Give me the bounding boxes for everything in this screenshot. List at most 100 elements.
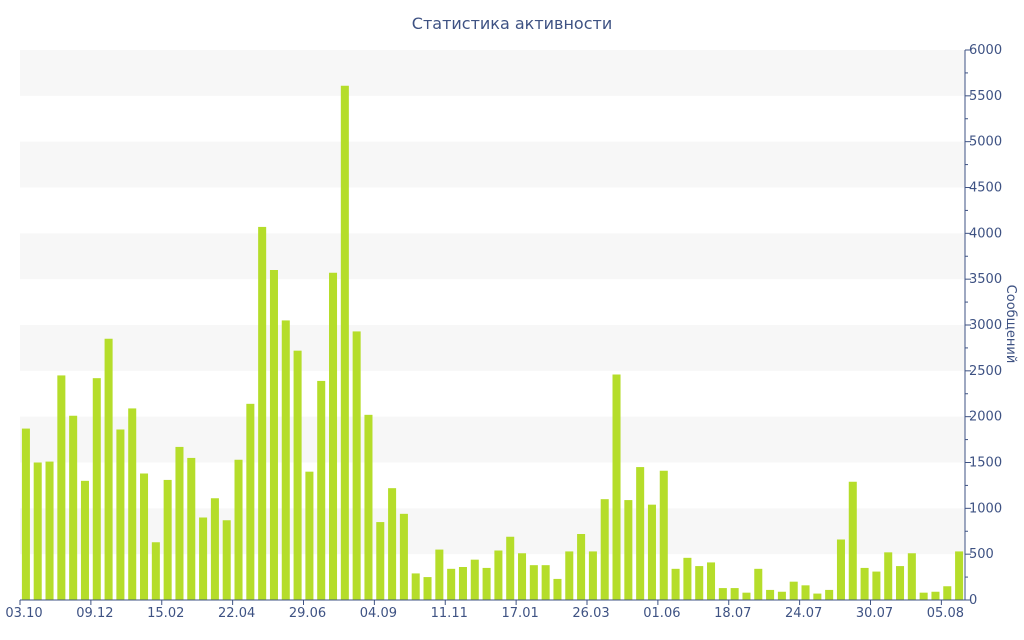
- bar: [647, 504, 656, 600]
- x-tick-label: 15.02: [147, 606, 184, 621]
- bar: [411, 573, 420, 600]
- x-tick-label: 22.04: [218, 606, 255, 621]
- bar: [163, 479, 172, 600]
- bar: [140, 473, 149, 600]
- bar: [931, 591, 940, 600]
- grid-band: [20, 416, 965, 463]
- bar: [695, 566, 704, 600]
- bar: [305, 471, 314, 600]
- y-tick-label: 5000: [969, 135, 1002, 150]
- bar: [494, 550, 503, 600]
- bar: [742, 592, 751, 600]
- bar: [281, 320, 290, 600]
- bar: [364, 414, 373, 600]
- grid-band: [20, 325, 965, 371]
- x-tick-label: 05.08: [927, 606, 964, 621]
- bar: [825, 589, 834, 600]
- bar: [730, 588, 739, 600]
- x-tick-label: 24.07: [785, 606, 822, 621]
- bar: [399, 513, 408, 600]
- bar: [588, 551, 597, 600]
- x-tick-label: 03.10: [5, 606, 42, 621]
- y-tick-label: 0: [969, 593, 977, 608]
- bar: [600, 499, 609, 600]
- bar: [884, 552, 893, 600]
- bar: [860, 567, 869, 600]
- grid-band: [20, 233, 965, 280]
- bar: [329, 272, 338, 600]
- bar: [470, 559, 479, 600]
- x-tick-label: 17.01: [502, 606, 539, 621]
- bar: [116, 429, 125, 600]
- bar: [458, 567, 467, 600]
- bar: [57, 375, 66, 600]
- bar: [317, 380, 326, 600]
- bar: [718, 588, 727, 600]
- bar: [683, 557, 692, 600]
- x-tick-label: 30.07: [856, 606, 893, 621]
- bar: [104, 338, 113, 600]
- bar: [955, 551, 964, 600]
- bar: [789, 581, 798, 600]
- bar: [69, 415, 78, 600]
- y-axis: 0 500 1000 1500 2000 2500 3000 3500 4000 4500 5000…: [964, 43, 1002, 608]
- bar: [175, 446, 184, 600]
- y-axis-title: Сообщений: [1003, 285, 1018, 364]
- chart-title: Статистика активности: [411, 14, 613, 33]
- bar: [447, 568, 456, 600]
- x-tick-label: 11.11: [431, 606, 468, 621]
- bar: [187, 457, 196, 600]
- bar: [624, 500, 633, 600]
- y-tick-label: 4000: [969, 226, 1002, 241]
- bar: [919, 592, 928, 600]
- bar: [21, 428, 30, 600]
- x-tick-label: 18.07: [714, 606, 751, 621]
- y-tick-label: 6000: [969, 43, 1002, 58]
- bar: [848, 481, 857, 600]
- y-tick-label: 2500: [969, 364, 1002, 379]
- x-tick-label: 26.03: [572, 606, 609, 621]
- bar: [766, 589, 775, 600]
- bar: [210, 498, 219, 600]
- y-tick-label: 2000: [969, 410, 1002, 425]
- bar: [836, 539, 845, 600]
- x-tick-label: 04.09: [360, 606, 397, 621]
- bar: [754, 568, 763, 600]
- bar: [636, 467, 645, 600]
- bar: [777, 591, 786, 600]
- bar: [541, 565, 550, 600]
- bar: [612, 374, 621, 600]
- y-tick-label: 3500: [969, 272, 1002, 287]
- y-tick-label: 500: [969, 547, 994, 562]
- bar: [376, 522, 385, 600]
- bar: [199, 517, 208, 600]
- bar: [553, 578, 562, 600]
- y-tick-label: 1500: [969, 456, 1002, 471]
- bar: [813, 593, 822, 600]
- bar: [482, 567, 491, 600]
- bar: [506, 536, 515, 600]
- bar: [340, 85, 349, 600]
- y-tick-label: 5500: [969, 89, 1002, 104]
- bar: [707, 562, 716, 600]
- bar: [45, 461, 54, 600]
- bar: [269, 270, 278, 600]
- bar: [671, 568, 680, 600]
- bar: [565, 551, 574, 600]
- bar: [128, 408, 137, 600]
- bar-series: [21, 85, 964, 601]
- bar: [246, 403, 255, 600]
- bar: [577, 534, 586, 600]
- bar: [896, 566, 905, 600]
- x-tick-label: 01.06: [643, 606, 680, 621]
- bar: [33, 462, 42, 600]
- bar: [435, 549, 444, 600]
- bar: [293, 350, 302, 600]
- bar: [518, 553, 527, 600]
- bar: [943, 586, 952, 600]
- bar: [801, 585, 810, 600]
- bar: [151, 542, 160, 600]
- grid-bands: [20, 50, 965, 555]
- bar: [80, 480, 89, 600]
